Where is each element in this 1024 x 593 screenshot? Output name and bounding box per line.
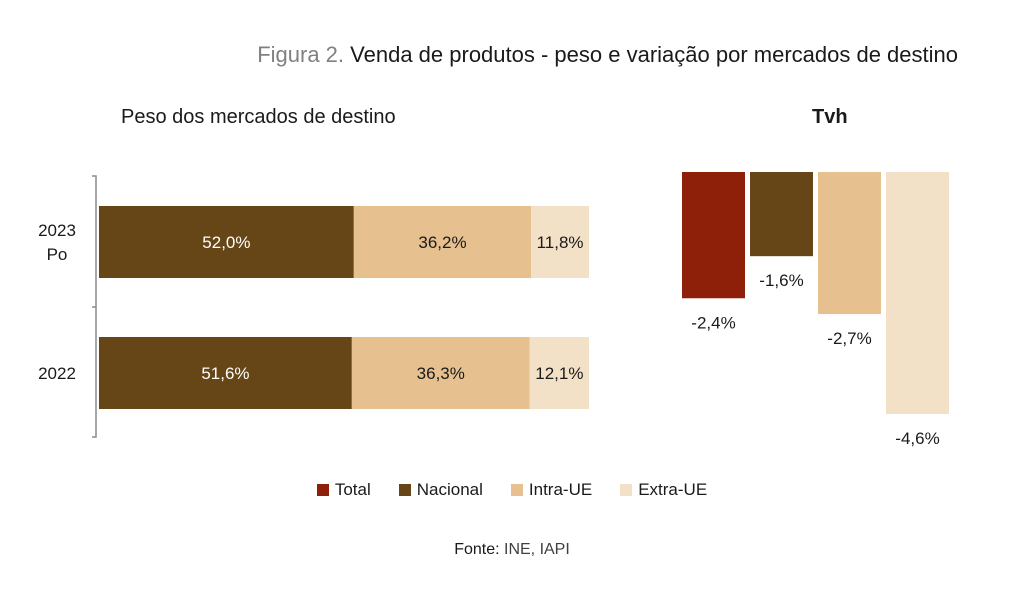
figure-title: Figura 2. Venda de produtos - peso e var… (257, 42, 958, 68)
tvh-data-label: -2,7% (827, 329, 871, 348)
legend-item-intra-ue: Intra-UE (510, 480, 593, 500)
data-label: 11,8% (537, 233, 584, 252)
tvh-data-label: -2,4% (691, 313, 735, 332)
legend-label-total: Total (334, 480, 371, 499)
tvh-data-label: -4,6% (895, 429, 939, 448)
legend-label-intra-ue: Intra-UE (528, 480, 593, 499)
tvh-bar (682, 172, 745, 299)
data-label: 52,0% (202, 233, 250, 252)
legend-item-total: Total (316, 480, 371, 500)
figure-title-text: Venda de produtos - peso e variação por … (350, 42, 958, 67)
legend-swatch-intra-ue (510, 484, 523, 496)
legend-item-nacional: Nacional (398, 480, 483, 500)
source-label: Fonte: (454, 541, 500, 558)
stacked-bar-segment (529, 337, 589, 409)
legend-swatch-total (316, 484, 329, 496)
data-label: 36,2% (418, 233, 466, 252)
right-chart-title: Tvh (812, 106, 848, 128)
source-value: INE, IAPI (504, 541, 570, 558)
stacked-bar-segment (531, 206, 589, 278)
tvh-bar (750, 172, 813, 257)
legend-swatch-extra-ue (620, 484, 633, 496)
tvh-data-label: -1,6% (759, 271, 803, 290)
legend-label-extra-ue: Extra-UE (638, 480, 708, 499)
stacked-bar-segment (99, 206, 354, 278)
source-note: Fonte: INE, IAPI (0, 541, 1024, 559)
tvh-bar (886, 172, 949, 414)
data-label: 12,1% (535, 364, 583, 383)
left-chart-title: Peso dos mercados de destino (121, 106, 396, 128)
figure-number: Figura 2. (257, 42, 345, 67)
data-label: 51,6% (201, 364, 249, 383)
category-label: 2023 (38, 221, 76, 240)
tvh-bar (818, 172, 881, 315)
legend-item-extra-ue: Extra-UE (620, 480, 707, 500)
legend-label-nacional: Nacional (416, 480, 483, 499)
stacked-bar-segment (99, 337, 352, 409)
stacked-bar-segment (353, 206, 532, 278)
stacked-bar-segment (351, 337, 530, 409)
legend-swatch-nacional (398, 484, 411, 496)
data-label: 36,3% (417, 364, 465, 383)
legend: Total Nacional Intra-UE Extra-UE (0, 480, 1024, 500)
category-label: Po (47, 245, 68, 264)
category-label: 2022 (38, 364, 76, 383)
